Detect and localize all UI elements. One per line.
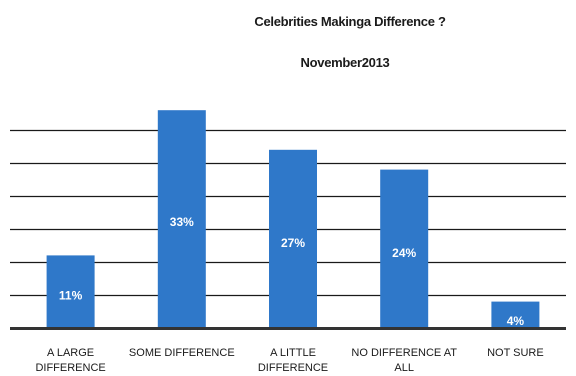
category-label: DIFFERENCE [35, 362, 105, 374]
category-label: DIFFERENCE [258, 362, 328, 374]
bar [46, 255, 95, 328]
category-label: NO DIFFERENCE AT [351, 347, 457, 359]
bar [491, 301, 540, 328]
category-label: A LARGE [47, 347, 94, 359]
category-label: ALL [394, 362, 414, 374]
category-labels: A LARGE DIFFERENCE SOME DIFFERENCE A LITTLE… [35, 347, 543, 374]
chart-subtitle: November2013 [301, 55, 390, 70]
bar-value-label: 27% [281, 236, 305, 250]
bar-value-labels: 11% 33% 27% 24% 4% [59, 215, 524, 328]
bar-value-label: 33% [170, 215, 194, 229]
bar [269, 149, 317, 328]
bars [46, 110, 540, 328]
category-label: A LITTLE [270, 347, 316, 359]
bar-value-label: 4% [507, 314, 525, 328]
bar-value-label: 11% [59, 289, 83, 303]
bar [380, 169, 429, 328]
bar [157, 110, 206, 328]
category-label: NOT SURE [487, 347, 544, 359]
bar-value-label: 24% [392, 246, 416, 260]
chart-title: Celebrities Makinga Difference ? [254, 14, 446, 29]
category-label: SOME DIFFERENCE [129, 347, 235, 359]
